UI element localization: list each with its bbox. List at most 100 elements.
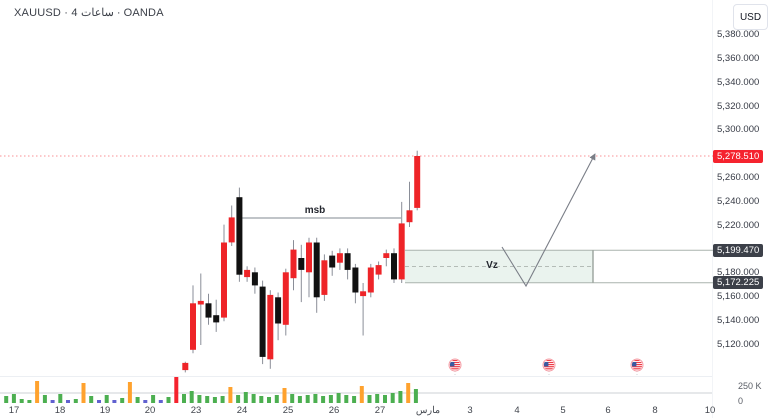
volume-scale-label: 0 (738, 396, 744, 406)
volume-bar (305, 395, 310, 403)
date-label: 6 (605, 405, 611, 416)
volume-bar (413, 389, 418, 403)
price-tick: 5,120.000 (717, 339, 760, 350)
date-label: 26 (328, 405, 340, 416)
date-label: 8 (652, 405, 658, 416)
volume-bar (236, 395, 241, 403)
volume-bar (19, 399, 24, 403)
price-tick: 5,320.000 (717, 101, 760, 112)
volume-bar (73, 399, 78, 403)
trend-arrow[interactable] (501, 153, 596, 288)
candle (251, 267, 258, 294)
volume-bar (328, 395, 333, 403)
volume-bar (367, 395, 372, 403)
volume-bar (344, 395, 349, 403)
price-tick: 5,300.000 (717, 124, 760, 135)
candle (360, 283, 367, 336)
price-tick: 5,140.000 (717, 315, 760, 326)
candle (259, 280, 266, 365)
price-tick: 5,160.000 (717, 291, 760, 302)
volume-bar (359, 386, 364, 403)
volume-bar (259, 396, 264, 403)
candle (275, 292, 282, 341)
volume-bar (35, 381, 40, 403)
volume-bar (228, 387, 233, 403)
volume-bar (352, 396, 357, 403)
candle (190, 285, 196, 354)
volume-bar (267, 397, 271, 403)
level-price-label: 5,199.470 (713, 244, 764, 257)
date-label: 23 (190, 405, 202, 416)
volume-bar (290, 394, 295, 403)
candle (282, 268, 289, 336)
candle (329, 250, 336, 276)
volume-bar (243, 392, 248, 403)
date-label: 17 (8, 405, 20, 416)
candle (221, 224, 227, 322)
candle (344, 248, 351, 280)
volume-bar (120, 398, 125, 403)
candle (306, 237, 312, 298)
volume-bar (127, 382, 132, 403)
date-label: 20 (144, 405, 156, 416)
volume-bar (42, 395, 47, 403)
volume-bar (336, 393, 341, 403)
volume-bar (282, 388, 287, 403)
date-label: مارس (415, 405, 441, 416)
volume-bar (212, 397, 217, 403)
volume-bar (189, 391, 194, 403)
volume-bar (143, 400, 148, 403)
us-flag-event-icon[interactable] (542, 358, 556, 372)
date-label: 18 (54, 405, 66, 416)
candle (375, 261, 382, 280)
volume-bar (375, 394, 380, 403)
volume-bar (182, 394, 186, 403)
price-tick: 5,380.000 (717, 29, 760, 40)
date-label: 27 (374, 405, 386, 416)
symbol-legend[interactable]: XAUUSD · 4 ساعات · OANDA (14, 7, 164, 19)
date-label: 19 (99, 405, 111, 416)
volume-bar (166, 397, 171, 403)
volume-bar (274, 395, 279, 403)
candle (228, 205, 235, 246)
volume-bar (66, 400, 70, 403)
current-price-label: 5,278.510 (713, 150, 764, 163)
us-flag-event-icon[interactable] (448, 358, 462, 372)
candle (213, 299, 220, 332)
date-label: 24 (236, 405, 248, 416)
candle (336, 248, 343, 270)
volume-bar (174, 377, 179, 403)
price-tick: 5,260.000 (717, 172, 760, 183)
zone-label[interactable]: Vz (486, 260, 498, 272)
volume-bar (89, 396, 94, 403)
volume-bar (97, 400, 101, 403)
candle (398, 201, 405, 283)
date-label: 10 (704, 405, 716, 416)
volume-bar (112, 400, 117, 403)
volume-bar (313, 394, 318, 403)
volume-bar (135, 397, 140, 403)
candle (321, 254, 328, 301)
price-tick: 5,340.000 (717, 77, 760, 88)
candle (383, 249, 390, 267)
volume-bar (321, 396, 326, 403)
volume-bar (151, 395, 156, 403)
price-tick: 5,240.000 (717, 196, 760, 207)
date-label: 3 (467, 405, 473, 416)
candle (414, 150, 421, 211)
volume-bar (11, 394, 16, 403)
candle (352, 263, 359, 304)
us-flag-event-icon[interactable] (630, 358, 644, 372)
candle (267, 290, 274, 369)
volume-bar (58, 394, 63, 403)
volume-scale-label: 250 K (738, 381, 762, 391)
price-tick: 5,360.000 (717, 53, 760, 64)
currency-toggle-button[interactable]: USD (733, 4, 768, 30)
volume-bar (406, 383, 411, 403)
msb-label[interactable]: msb (304, 205, 326, 217)
volume-bar (158, 400, 163, 403)
candle (406, 181, 413, 227)
candle (391, 248, 397, 283)
